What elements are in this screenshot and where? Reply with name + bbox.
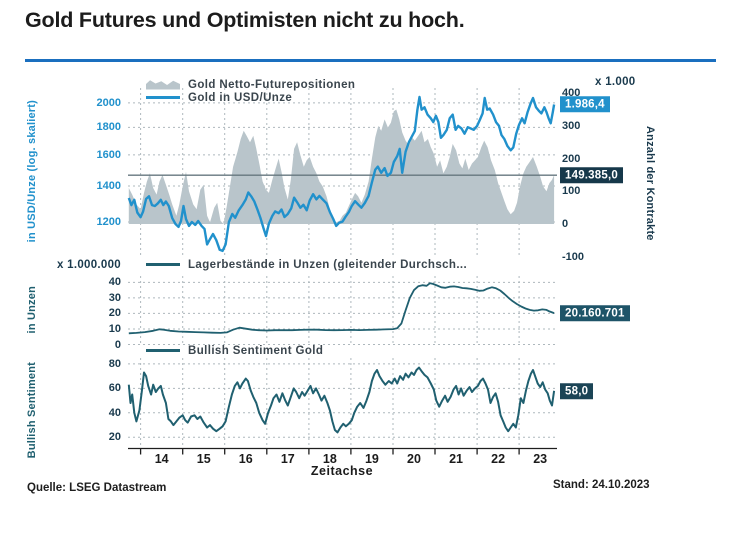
sentiment-value-badge: 58,0: [560, 383, 594, 399]
legend-label-net-positions: Gold Netto-Futurepositionen: [188, 78, 356, 91]
page-title: Gold Futures und Optimisten nicht zu hoc…: [25, 8, 465, 32]
sentiment-axis-tick: 20: [108, 431, 121, 444]
contracts-axis-tick: 0: [562, 218, 569, 230]
inventory-axis-title: in Unzen: [26, 286, 38, 334]
futures-legend: Gold Netto-Futurepositionen Gold in USD/…: [146, 78, 355, 104]
legend-row-sentiment: Bullish Sentiment Gold: [146, 344, 323, 357]
source-note: Quelle: LSEG Datastream: [27, 482, 167, 494]
area-swatch-icon: [146, 80, 180, 90]
contracts-axis-tick: 400: [562, 87, 581, 100]
inventory-axis-tick: 20: [108, 307, 121, 320]
x-axis-year-label: 14: [154, 452, 169, 466]
legend-label-gold-price: Gold in USD/Unze: [188, 91, 293, 104]
contracts-axis-title: Anzahl der Kontrakte: [644, 126, 656, 241]
sentiment-legend: Bullish Sentiment Gold: [146, 344, 323, 357]
price-axis-title: in USD/Unze (log. skaliert): [26, 100, 38, 243]
contracts-axis-tick: 300: [562, 119, 581, 132]
x-axis-title: Zeitachse: [310, 464, 374, 478]
sentiment-axis-tick: 60: [108, 382, 121, 395]
inventory-axis-tick: 40: [108, 276, 121, 289]
legend-row-gold-price: Gold in USD/Unze: [146, 91, 355, 104]
sentiment-axis-tick: 80: [108, 357, 121, 370]
line-swatch-icon: [146, 263, 180, 266]
legend-label-inventory: Lagerbestände in Unzen (gleitender Durch…: [188, 258, 468, 271]
inventory-axis-tick: 10: [108, 322, 121, 335]
line-swatch-icon: [146, 96, 180, 99]
legend-row-net-positions: Gold Netto-Futurepositionen: [146, 78, 355, 91]
title-rule: [25, 59, 716, 62]
inventory-legend: Lagerbestände in Unzen (gleitender Durch…: [146, 258, 467, 271]
as-of-date: Stand: 24.10.2023: [553, 479, 650, 491]
legend-row-inventory: Lagerbestände in Unzen (gleitender Durch…: [146, 258, 467, 271]
gold-price-value-badge: 1.986,4: [560, 96, 610, 112]
price-axis-tick: 1800: [96, 121, 121, 134]
x-axis-year-label: 18: [322, 452, 337, 466]
price-axis-tick: 1200: [96, 216, 121, 228]
x-axis-year-label: 21: [449, 452, 463, 466]
right-axis-unit-label: x 1.000: [595, 76, 636, 88]
x-axis-year-label: 17: [280, 452, 295, 466]
sentiment-axis-tick: 40: [108, 406, 121, 419]
inventory-axis-tick: 30: [108, 291, 121, 304]
contracts-axis-tick: 200: [562, 152, 581, 165]
price-axis-tick: 1400: [96, 180, 121, 193]
price-axis-tick: 1600: [96, 148, 121, 161]
x-axis-year-label: 22: [491, 452, 506, 466]
inventory-value-badge: 20.160.701: [560, 305, 630, 321]
x-axis-year-label: 15: [196, 452, 211, 466]
net-positions-value-badge: 149.385,0: [560, 167, 623, 183]
x-axis-year-label: 23: [533, 452, 548, 466]
x-axis-year-label: 20: [407, 452, 421, 466]
contracts-axis-tick: 100: [562, 185, 581, 198]
legend-label-sentiment: Bullish Sentiment Gold: [188, 344, 324, 357]
inventory-axis-unit-label: x 1.000.000: [56, 259, 121, 271]
sentiment-axis-title: Bullish Sentiment: [26, 362, 38, 459]
price-axis-tick: 2000: [96, 96, 121, 109]
inventory-axis-tick: 0: [114, 338, 121, 351]
contracts-axis-tick: -100: [562, 250, 585, 263]
line-swatch-icon: [146, 349, 180, 352]
x-axis-year-label: 16: [238, 452, 253, 466]
x-axis-year-label: 19: [364, 452, 379, 466]
